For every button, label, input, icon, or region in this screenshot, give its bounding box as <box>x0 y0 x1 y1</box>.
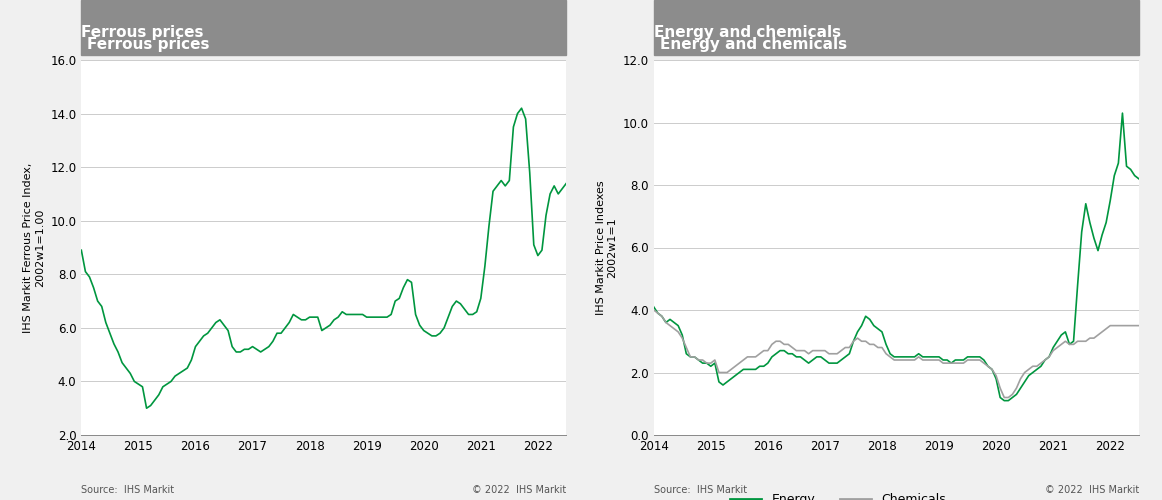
Text: Ferrous prices: Ferrous prices <box>81 25 203 40</box>
Text: © 2022  IHS Markit: © 2022 IHS Markit <box>472 485 566 495</box>
Y-axis label: IHS Markit Ferrous Price Index,
2002w1=1.00: IHS Markit Ferrous Price Index, 2002w1=1… <box>23 162 45 332</box>
Text: Ferrous prices: Ferrous prices <box>87 38 209 52</box>
4.1 <box>748 366 762 372</box>
4.1 <box>1116 110 1129 116</box>
4.1 <box>1132 176 1146 182</box>
Text: Energy and chemicals: Energy and chemicals <box>654 25 841 40</box>
4.1 <box>981 363 995 369</box>
Text: Source:  IHS Markit: Source: IHS Markit <box>654 485 747 495</box>
Text: © 2022  IHS Markit: © 2022 IHS Markit <box>1045 485 1139 495</box>
Text: Energy and chemicals: Energy and chemicals <box>660 38 847 52</box>
4.1 <box>916 354 930 360</box>
4.1 <box>777 348 791 354</box>
4.1 <box>1034 363 1048 369</box>
Legend: Energy, Chemicals: Energy, Chemicals <box>725 488 951 500</box>
Text: Source:  IHS Markit: Source: IHS Markit <box>81 485 174 495</box>
Y-axis label: IHS Markit Price Indexes
2002w1=1: IHS Markit Price Indexes 2002w1=1 <box>596 180 617 315</box>
4.1 <box>997 398 1011 404</box>
4.1 <box>647 304 661 310</box>
4.1 <box>1124 166 1138 172</box>
Line: 4.1: 4.1 <box>654 113 1139 401</box>
